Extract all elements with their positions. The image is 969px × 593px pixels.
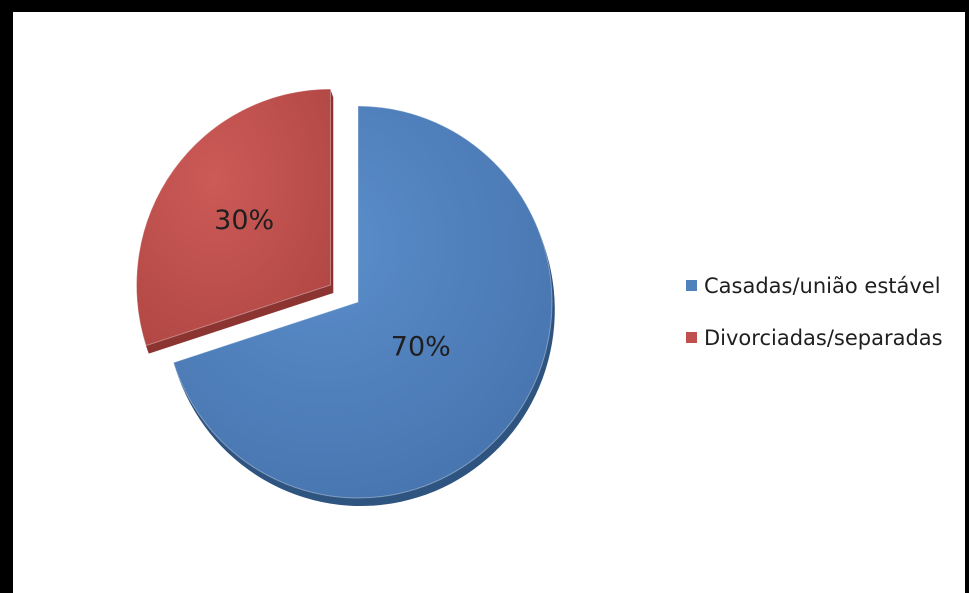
legend-swatch-casadas (686, 280, 697, 291)
legend-label-casadas: Casadas/união estável (704, 273, 941, 298)
data-label-divorciadas: 30% (214, 205, 274, 236)
legend-swatch-divorciadas (686, 332, 697, 343)
legend-item-divorciadas: Divorciadas/separadas (686, 324, 943, 351)
pie-slice-divorciadas (136, 88, 331, 347)
pie-slice-casadas (172, 105, 553, 499)
data-label-casadas: 70% (391, 332, 451, 363)
legend-item-casadas: Casadas/união estável (686, 272, 943, 299)
legend: Casadas/união estável Divorciadas/separa… (686, 272, 943, 376)
legend-label-divorciadas: Divorciadas/separadas (704, 325, 943, 350)
